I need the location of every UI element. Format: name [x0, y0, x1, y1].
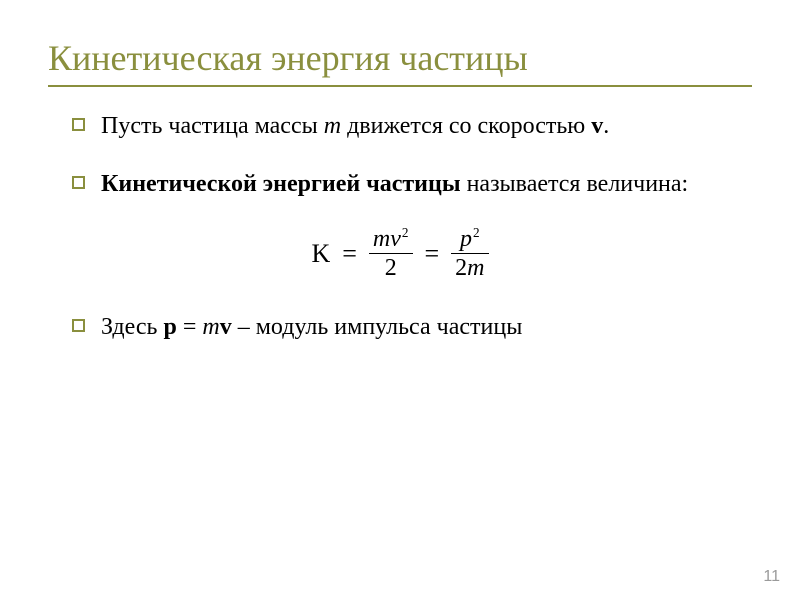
bullet-item: Здесь p = mv – модуль импульса частицы [72, 312, 752, 343]
fraction-1: mv2 2 [369, 226, 413, 282]
bullet-list: Пусть частица массы m движется со скорос… [48, 111, 752, 199]
bullet-marker [72, 118, 85, 131]
title-block: Кинетическая энергия частицы [48, 38, 752, 87]
bullet-list: Здесь p = mv – модуль импульса частицы [48, 312, 752, 343]
page-number: 11 [763, 568, 780, 586]
fraction-2: p2 2m [451, 226, 488, 282]
denominator: 2 [381, 254, 401, 282]
equals-sign: = [342, 239, 357, 269]
slide: Кинетическая энергия частицы Пусть части… [0, 0, 800, 600]
bullet-text: Кинетической энергией частицы называется… [101, 169, 688, 200]
numerator: mv2 [369, 226, 413, 253]
title-underline [48, 85, 752, 87]
slide-title: Кинетическая энергия частицы [48, 38, 752, 79]
bullet-text: Здесь p = mv – модуль импульса частицы [101, 312, 522, 343]
equals-sign: = [425, 239, 440, 269]
bullet-text: Пусть частица массы m движется со скорос… [101, 111, 609, 142]
bullet-marker [72, 176, 85, 189]
formula-lhs: K [311, 239, 330, 269]
denominator: 2m [451, 254, 488, 282]
bullet-marker [72, 319, 85, 332]
formula-block: K = mv2 2 = p2 2m [48, 226, 752, 282]
bullet-item: Кинетической энергией частицы называется… [72, 169, 752, 200]
kinetic-energy-formula: K = mv2 2 = p2 2m [311, 226, 488, 282]
bullet-item: Пусть частица массы m движется со скорос… [72, 111, 752, 142]
numerator: p2 [456, 226, 484, 253]
